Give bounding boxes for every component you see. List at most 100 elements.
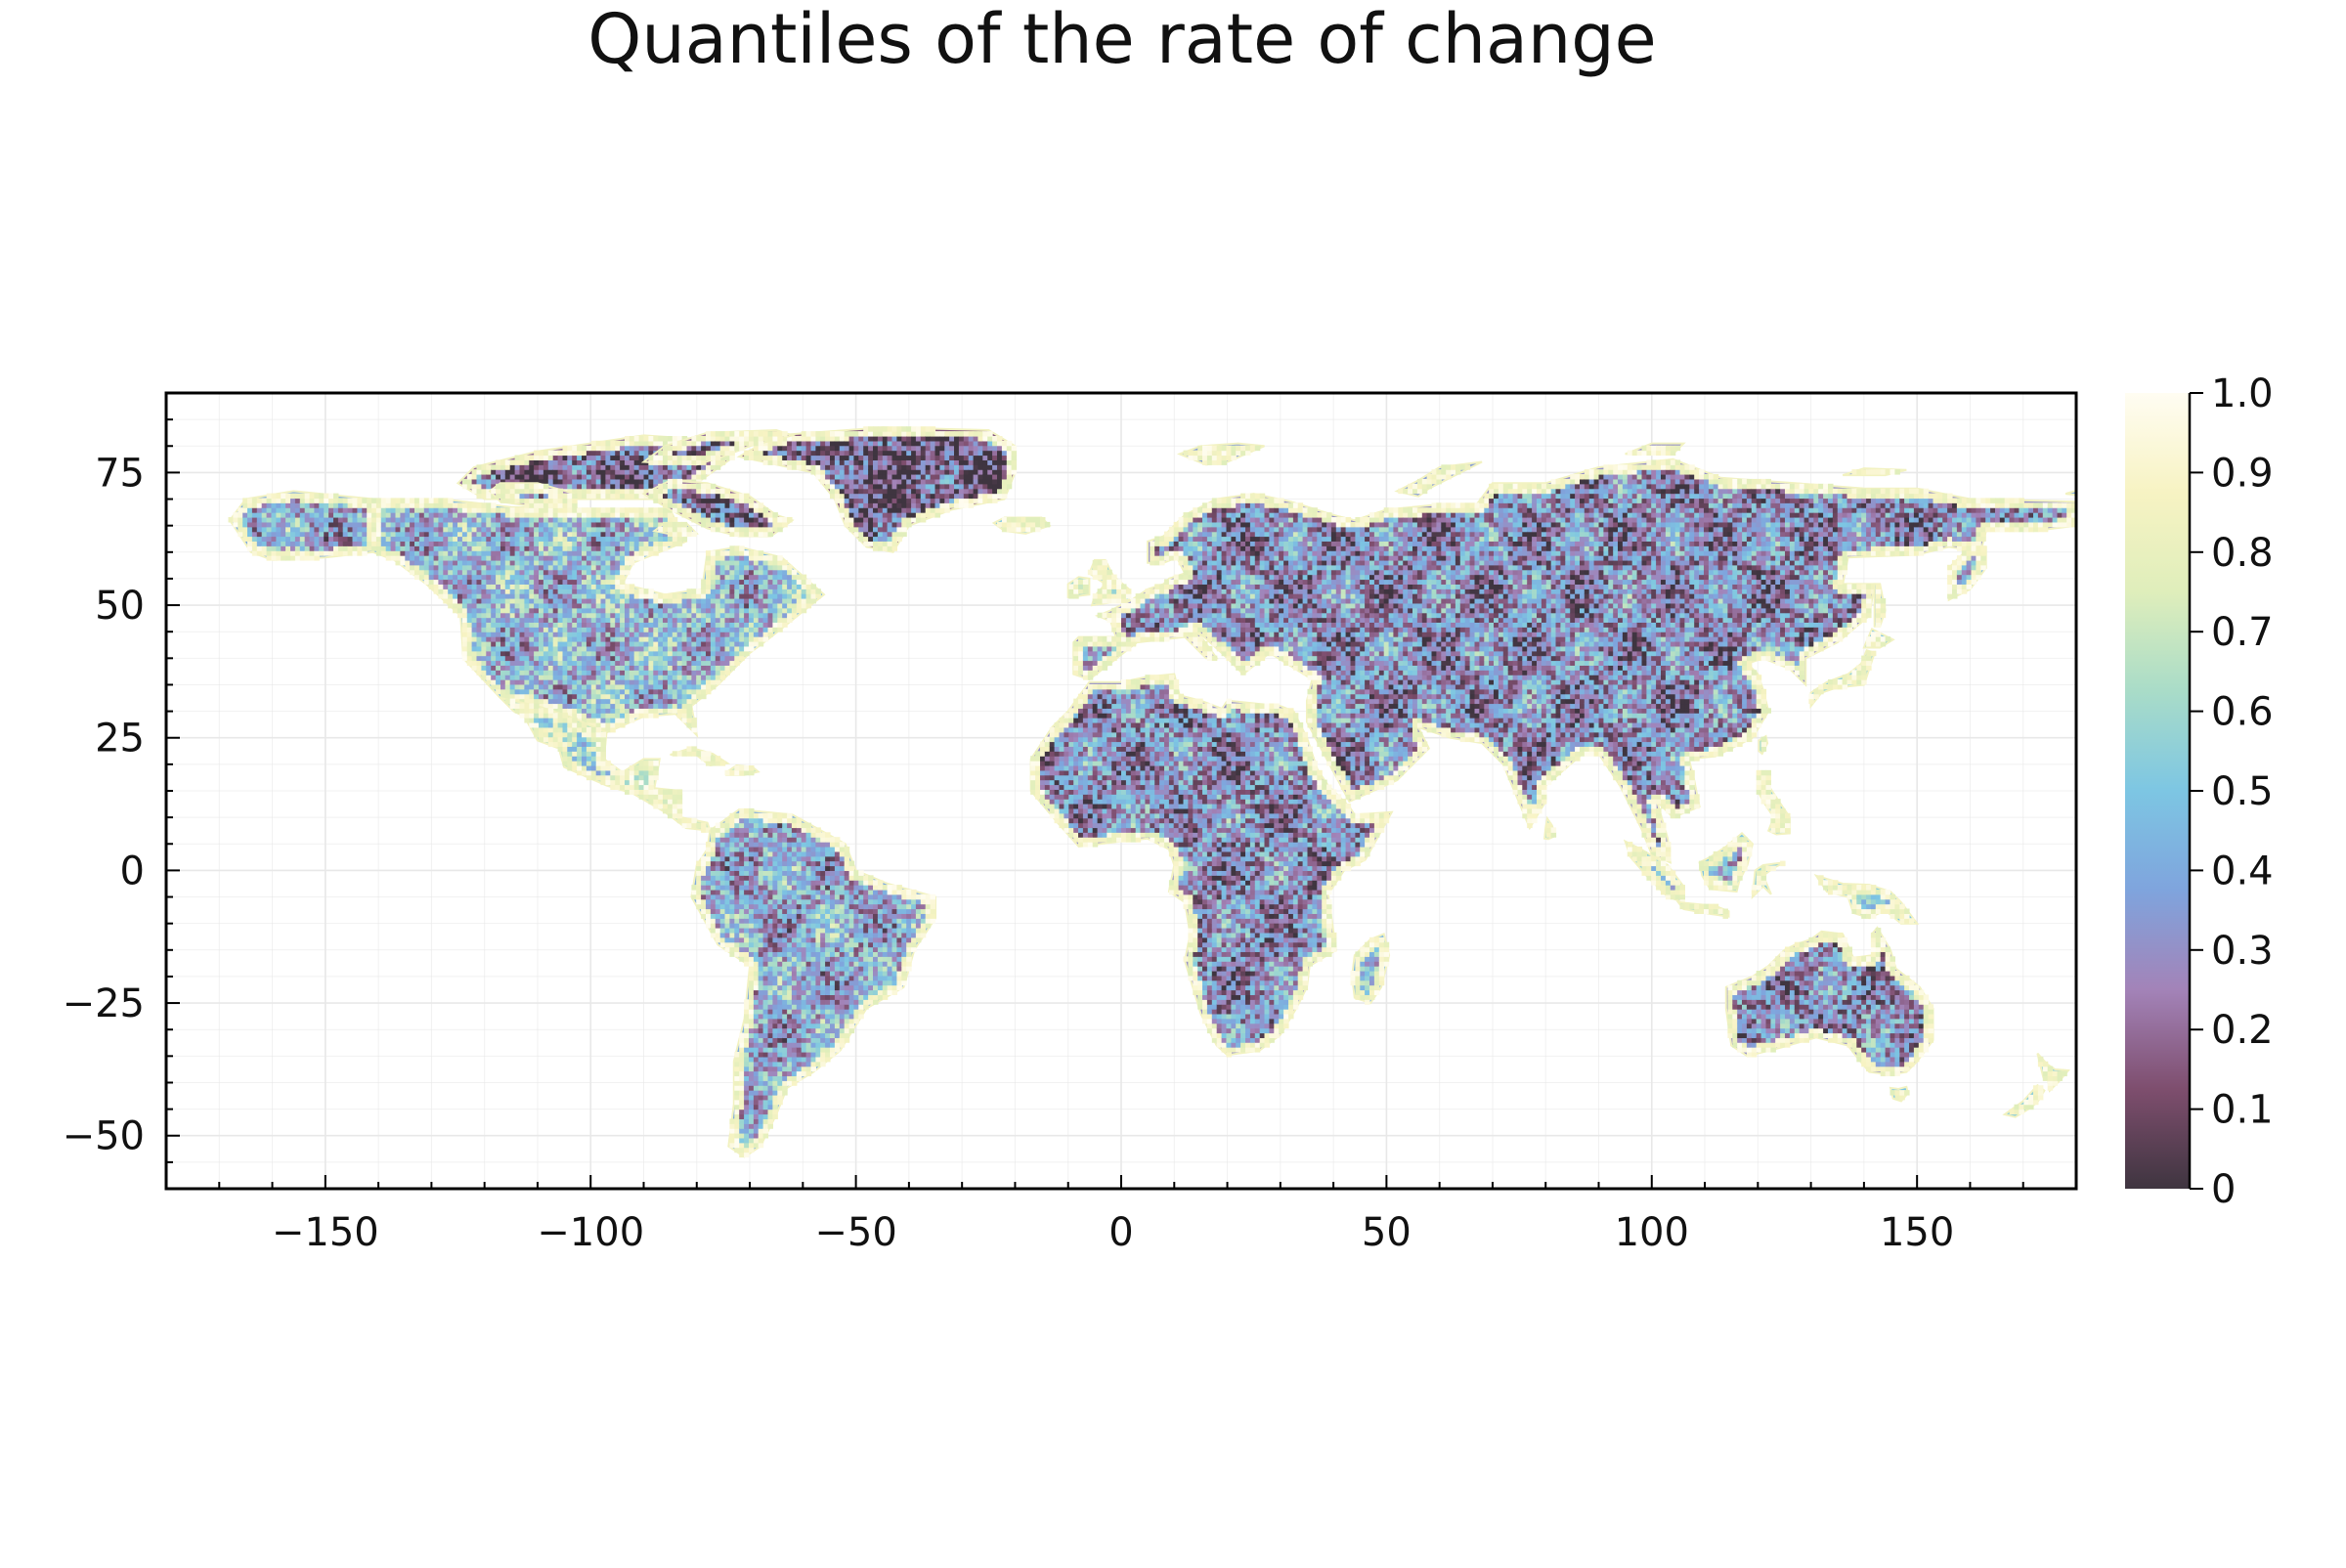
- map-cell: [691, 689, 696, 694]
- map-cell: [634, 479, 639, 484]
- map-cell: [410, 570, 414, 575]
- map-cell: [596, 665, 601, 670]
- map-cell: [515, 603, 520, 608]
- map-cell: [763, 555, 768, 560]
- map-cell: [763, 446, 768, 451]
- map-cell: [888, 541, 892, 545]
- map-cell: [290, 537, 295, 542]
- map-cell: [782, 593, 787, 598]
- map-cell: [863, 512, 868, 517]
- map-cell: [639, 684, 644, 689]
- map-cell: [500, 646, 505, 651]
- map-cell: [911, 484, 916, 489]
- map-cell: [954, 489, 959, 494]
- map-cell: [653, 522, 658, 527]
- map-cell: [605, 636, 610, 641]
- map-cell: [720, 593, 725, 598]
- map-cell: [759, 627, 763, 632]
- map-cell: [462, 541, 467, 545]
- map-cell: [792, 593, 797, 598]
- map-cell: [391, 527, 396, 532]
- map-cell: [949, 459, 954, 464]
- map-cell: [534, 560, 539, 565]
- map-cell: [572, 722, 577, 727]
- map-cell: [687, 704, 692, 709]
- map-cell: [653, 679, 658, 684]
- map-cell: [453, 565, 457, 570]
- map-cell: [434, 517, 439, 522]
- map-cell: [558, 555, 563, 560]
- map-cell: [486, 632, 491, 636]
- map-cell: [706, 870, 711, 875]
- map-cell: [802, 456, 806, 460]
- map-cell: [300, 494, 305, 499]
- map-cell: [883, 426, 888, 431]
- map-cell: [605, 517, 610, 522]
- map-cell: [515, 512, 520, 517]
- map-cell: [300, 502, 305, 507]
- map-cell: [935, 507, 940, 512]
- map-cell: [467, 575, 472, 580]
- map-cell: [534, 656, 539, 661]
- map-cell: [605, 550, 610, 555]
- map-cell: [754, 618, 759, 623]
- map-cell: [496, 684, 500, 689]
- map-cell: [772, 580, 777, 585]
- map-cell: [658, 598, 663, 603]
- map-cell: [534, 537, 539, 542]
- map-cell: [639, 665, 644, 670]
- map-cell: [725, 670, 730, 675]
- map-cell: [391, 517, 396, 522]
- map-cell: [820, 464, 825, 469]
- map-cell: [811, 584, 816, 588]
- map-cell: [668, 618, 673, 623]
- map-cell: [434, 550, 439, 555]
- map-cell: [906, 507, 911, 512]
- map-cell: [434, 575, 439, 580]
- map-cell: [792, 575, 797, 580]
- map-cell: [515, 527, 520, 532]
- map-cell: [630, 588, 634, 593]
- map-cell: [610, 459, 615, 464]
- map-cell: [553, 727, 558, 732]
- map-cell: [357, 512, 362, 517]
- map-cell: [505, 565, 510, 570]
- map-cell: [267, 545, 272, 550]
- map-cell: [443, 527, 448, 532]
- map-cell: [548, 522, 553, 527]
- map-cell: [457, 565, 462, 570]
- map-cell: [878, 446, 883, 451]
- map-cell: [477, 502, 482, 507]
- map-cell: [543, 517, 548, 522]
- map-cell: [711, 651, 716, 656]
- map-cell: [759, 593, 763, 598]
- map-cell: [448, 550, 453, 555]
- map-cell: [591, 441, 596, 446]
- map-cell: [515, 459, 520, 464]
- map-cell: [596, 699, 601, 704]
- map-cell: [510, 661, 515, 666]
- map-cell: [1007, 474, 1012, 479]
- map-cell: [744, 593, 749, 598]
- map-cell: [515, 641, 520, 646]
- map-cell: [582, 613, 586, 618]
- map-cell: [625, 484, 630, 489]
- map-cell: [883, 479, 888, 484]
- map-cell: [892, 474, 897, 479]
- map-cell: [883, 532, 888, 537]
- map-cell: [563, 722, 568, 727]
- map-cell: [572, 636, 577, 641]
- map-cell: [644, 770, 649, 775]
- map-cell: [419, 575, 424, 580]
- map-cell: [969, 436, 974, 441]
- map-cell: [677, 651, 682, 656]
- map-cell: [486, 512, 491, 517]
- map-cell: [840, 502, 845, 507]
- map-cell: [901, 498, 906, 502]
- map-cell: [348, 550, 353, 555]
- map-cell: [892, 441, 897, 446]
- map-cell: [892, 489, 897, 494]
- map-cell: [853, 484, 858, 489]
- map-cell: [601, 761, 606, 765]
- map-cell: [386, 512, 391, 517]
